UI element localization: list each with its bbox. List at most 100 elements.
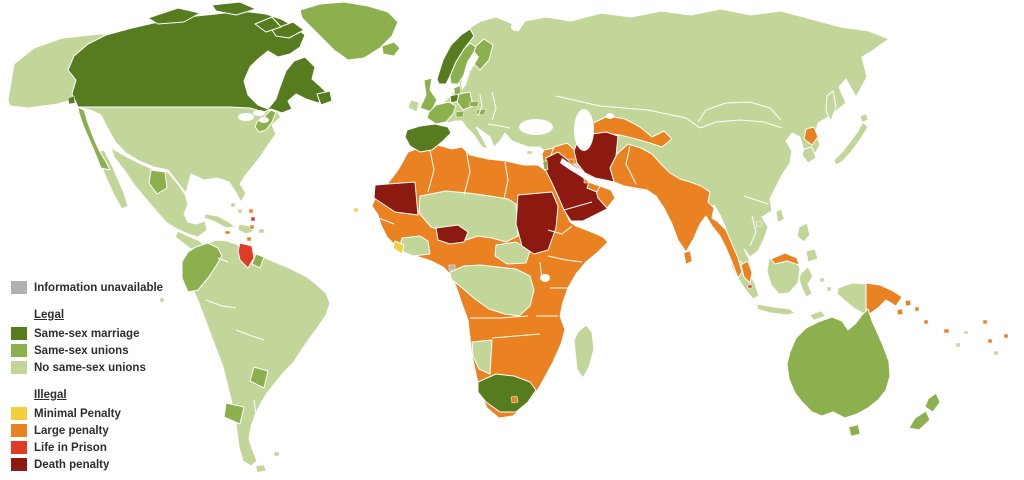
region-south-asia: [609, 143, 743, 279]
sea: [238, 113, 254, 121]
region-australia: [786, 308, 891, 419]
country-border-line: [470, 315, 529, 319]
legend-item-unions: Same-sex unions: [11, 342, 181, 359]
legend-label: Minimal Penalty: [34, 407, 121, 420]
legend-swatch-unions: [11, 344, 27, 357]
region-north-korea: [803, 126, 819, 146]
legend-swatch-large: [11, 424, 27, 437]
region-usa: [77, 106, 282, 203]
region-fiji: [943, 328, 950, 334]
legend-heading-legal: Legal: [34, 309, 65, 321]
region-central-african-republic: [494, 241, 531, 265]
region-eurasia: [429, 8, 890, 286]
region-tierra-del-fuego: [255, 464, 267, 473]
region-czech-republic: [468, 100, 480, 108]
region-malaysia: [770, 252, 800, 266]
region-madagascar: [573, 324, 595, 379]
country-border-line: [217, 257, 229, 263]
region-spain-portugal: [404, 123, 452, 153]
sea: [259, 117, 269, 123]
region-trinidad: [246, 236, 252, 242]
region-indonesia: [756, 303, 796, 316]
region-pacific-islands-green: [963, 330, 969, 335]
region-puerto-rico: [258, 228, 265, 234]
region-malaysia: [740, 260, 753, 284]
region-south-korea: [801, 146, 817, 164]
region-liberia: [392, 240, 405, 255]
country-border-line: [749, 215, 757, 247]
region-south-america: [182, 239, 331, 467]
region-iceland: [381, 41, 401, 57]
sea: [560, 158, 598, 186]
country-border-line: [685, 117, 783, 129]
region-northern-nigeria: [435, 224, 469, 245]
sea: [519, 119, 553, 135]
region-indonesia: [798, 266, 814, 298]
country-border-line: [371, 215, 395, 225]
country-border-line: [477, 93, 483, 117]
legend-swatch-no_unions: [11, 361, 27, 374]
country-border-line: [253, 399, 259, 456]
country-border-line: [427, 149, 435, 193]
region-samoa: [982, 319, 988, 325]
region-hungary: [475, 108, 487, 116]
region-pacific-islands-green: [993, 350, 999, 356]
sea: [540, 274, 550, 282]
legend-label: Life in Prison: [34, 441, 107, 454]
region-lesser-antilles-orange: [249, 224, 255, 230]
region-south-africa: [477, 373, 537, 413]
legend-item-no_unions: No same-sex unions: [11, 359, 181, 376]
legend: Information unavailable Legal Same-sex mar…: [11, 279, 181, 473]
region-sudan: [515, 191, 559, 255]
legend-swatch-death: [11, 458, 27, 471]
region-pacific-islands-orange: [987, 338, 993, 344]
region-norway: [436, 28, 475, 85]
region-papua-new-guinea: [904, 299, 912, 307]
region-switzerland: [455, 110, 465, 118]
region-greenland: [299, 1, 399, 61]
legend-heading-illegal: Illegal: [34, 389, 67, 401]
region-uk: [419, 77, 438, 113]
legend-label: Large penalty: [34, 424, 109, 437]
country-border-line: [491, 91, 497, 121]
legend-swatch-life: [11, 441, 27, 454]
country-border-line: [503, 161, 509, 200]
region-lesser-antilles-red: [250, 216, 256, 222]
country-border-line: [563, 201, 593, 211]
region-falkland-islands: [273, 451, 280, 457]
country-border-line: [539, 261, 543, 281]
sea: [253, 110, 265, 116]
region-jamaica: [224, 230, 231, 235]
country-border-line: [205, 299, 237, 309]
country-border-line: [743, 195, 769, 205]
region-lesotho: [510, 395, 519, 404]
sea: [606, 113, 614, 119]
region-bahamas: [230, 202, 236, 208]
region-japan: [833, 121, 869, 166]
country-border-line: [547, 225, 573, 235]
region-japan: [859, 113, 869, 123]
region-taiwan: [775, 208, 785, 223]
legend-item-large: Large penalty: [11, 422, 181, 439]
region-vanuatu: [923, 319, 929, 325]
region-vancouver-island: [67, 95, 76, 105]
region-bahamas: [237, 208, 243, 214]
region-papua-new-guinea: [896, 308, 904, 316]
legend-swatch-unavailable: [11, 281, 27, 294]
region-sakhalin: [825, 90, 837, 122]
region-sri-lanka: [683, 250, 693, 265]
country-border-line: [547, 255, 583, 263]
region-colombia-ecuador: [181, 242, 223, 293]
region-france: [426, 101, 457, 125]
region-galapagos: [159, 297, 165, 303]
region-newfoundland: [316, 90, 333, 106]
legend-label: Same-sex marriage: [34, 327, 140, 340]
region-mauritania: [373, 181, 419, 216]
region-timor: [809, 310, 826, 321]
region-ireland: [407, 99, 420, 113]
legend-item-life: Life in Prison: [11, 439, 181, 456]
region-arctic-islands: [271, 21, 305, 39]
sea: [574, 109, 594, 151]
